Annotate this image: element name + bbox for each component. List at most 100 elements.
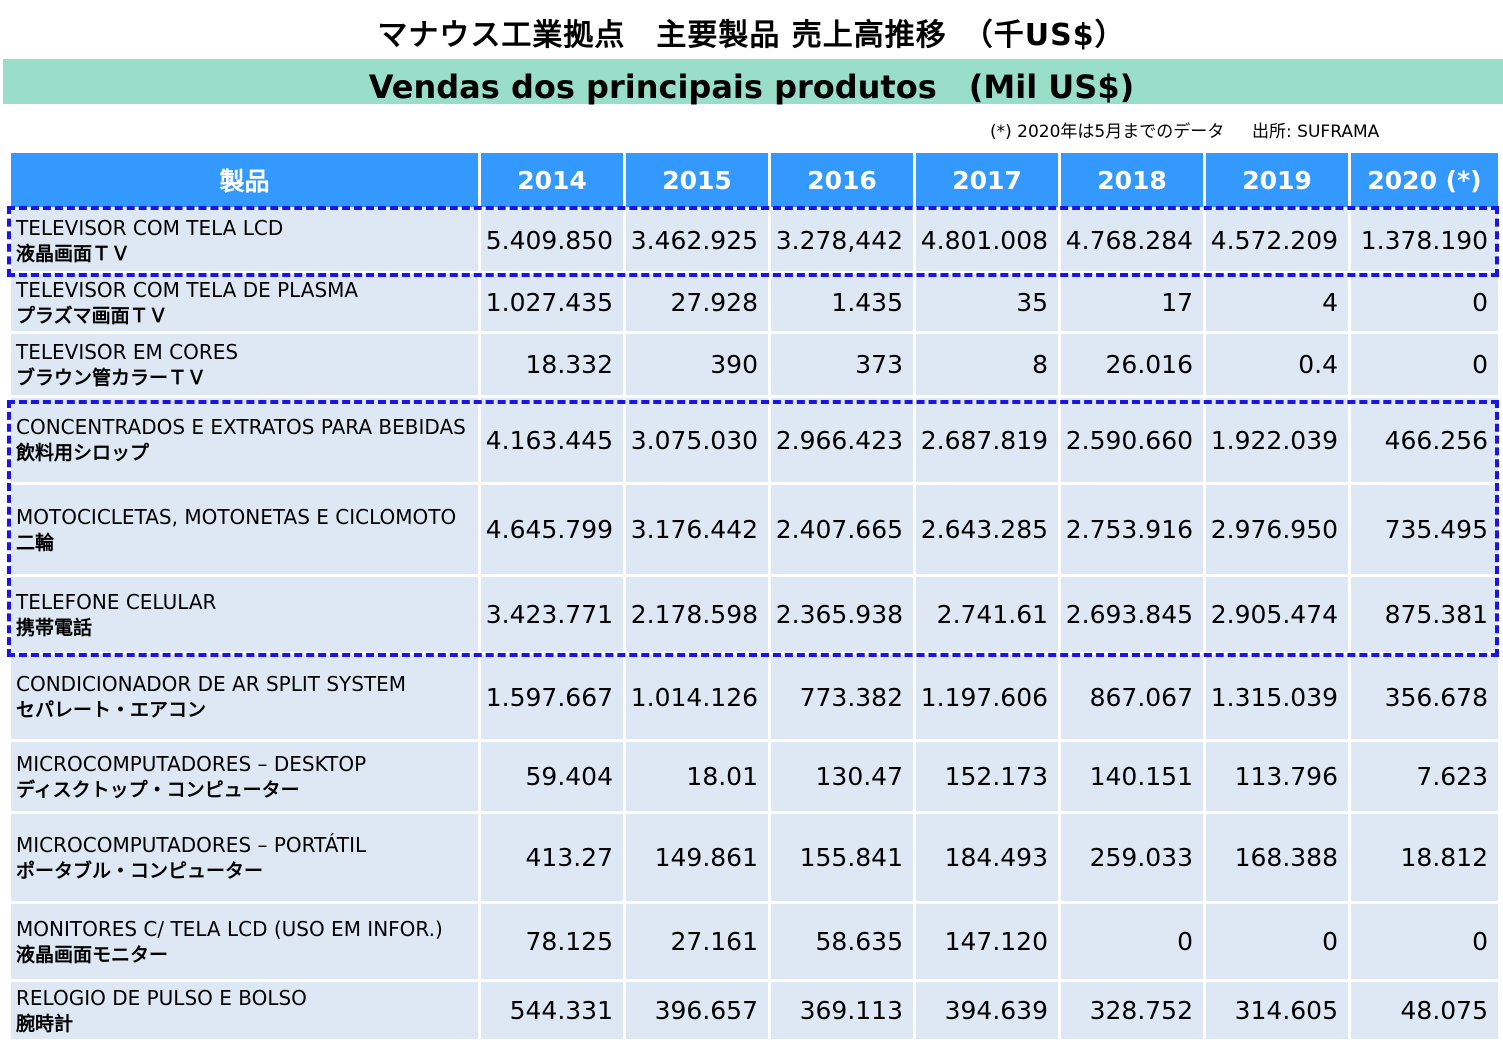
product-cell: MICROCOMPUTADORES – PORTÁTIL ポータブル・コンピュー… — [8, 811, 481, 904]
table-row: CONDICIONADOR DE AR SPLIT SYSTEM セパレート・エ… — [8, 652, 1501, 742]
product-name-jp: 携帯電話 — [16, 616, 93, 639]
value-cell: 0.4 — [1203, 331, 1351, 398]
table-row: MICROCOMPUTADORES – DESKTOP ディスクトップ・コンピュ… — [8, 739, 1501, 814]
product-name-jp: 飲料用シロップ — [16, 442, 150, 464]
sales-table: 製品 2014 2015 2016 2017 2018 2019 2020 (*… — [8, 150, 1501, 1042]
product-name-pt: CONDICIONADOR DE AR SPLIT SYSTEM — [16, 672, 407, 696]
product-name-jp: プラズマ画面ＴＶ — [16, 304, 168, 327]
table-row: MONITORES C/ TELA LCD (USO EM INFOR.) 液晶… — [8, 901, 1501, 982]
value-cell: 2.178.598 — [623, 574, 771, 655]
highlight-box-key-products — [7, 400, 1499, 657]
value-cell: 27.161 — [623, 901, 771, 982]
value-cell: 5.409.850 — [478, 207, 626, 274]
value-cell: 27.928 — [623, 271, 771, 334]
value-cell: 373 — [768, 331, 916, 398]
value-cell: 735.495 — [1348, 482, 1501, 577]
table-row: TELEVISOR EM CORES ブラウン管カラーＴＶ 18.332 390… — [8, 331, 1501, 398]
value-cell: 466.256 — [1348, 395, 1501, 485]
value-cell: 18.01 — [623, 739, 771, 814]
value-cell: 0 — [1203, 901, 1351, 982]
product-cell: RELOGIO DE PULSO E BOLSO 腕時計 — [8, 979, 481, 1042]
value-cell: 2.693.845 — [1058, 574, 1206, 655]
product-name-pt: MICROCOMPUTADORES – DESKTOP — [16, 751, 367, 776]
value-cell: 3.278,442 — [768, 207, 916, 274]
value-cell: 7.623 — [1348, 739, 1501, 814]
value-cell: 152.173 — [913, 739, 1061, 814]
value-cell: 4.163.445 — [478, 395, 626, 485]
value-cell: 147.120 — [913, 901, 1061, 982]
value-cell: 1.014.126 — [623, 652, 771, 742]
value-cell: 314.605 — [1203, 979, 1351, 1042]
table-row: RELOGIO DE PULSO E BOLSO 腕時計 544.331 396… — [8, 979, 1501, 1042]
value-cell: 390 — [623, 331, 771, 398]
value-cell: 0 — [1348, 331, 1501, 398]
value-cell: 875.381 — [1348, 574, 1501, 655]
product-name-jp: ディスクトップ・コンピューター — [16, 778, 300, 801]
value-cell: 396.657 — [623, 979, 771, 1042]
product-cell: MICROCOMPUTADORES – DESKTOP ディスクトップ・コンピュ… — [8, 739, 481, 814]
value-cell: 394.639 — [913, 979, 1061, 1042]
value-cell: 2.966.423 — [768, 395, 916, 485]
product-name-jp: セパレート・エアコン — [16, 699, 207, 721]
table-row: MICROCOMPUTADORES – PORTÁTIL ポータブル・コンピュー… — [8, 811, 1501, 904]
product-name-pt: MONITORES C/ TELA LCD (USO EM INFOR.) — [16, 916, 443, 941]
value-cell: 1.597.667 — [478, 652, 626, 742]
value-cell: 2.741.61 — [913, 574, 1061, 655]
product-name-pt: MICROCOMPUTADORES – PORTÁTIL — [16, 832, 367, 857]
product-name-pt: TELEVISOR COM TELA LCD — [16, 215, 284, 240]
value-cell: 35 — [913, 271, 1061, 334]
value-cell: 140.151 — [1058, 739, 1206, 814]
value-cell: 0 — [1348, 901, 1501, 982]
product-name-pt: TELEFONE CELULAR — [16, 589, 217, 614]
product-name-jp: ブラウン管カラーＴＶ — [16, 366, 207, 389]
source-note: (*) 2020年は5月までのデータ 出所: SUFRAMA — [990, 122, 1380, 142]
table-row: CONCENTRADOS E EXTRATOS PARA BEBIDAS 飲料用… — [8, 395, 1501, 485]
value-cell: 2.976.950 — [1203, 482, 1351, 577]
value-cell: 4.572.209 — [1203, 207, 1351, 274]
value-cell: 59.404 — [478, 739, 626, 814]
value-cell: 4.645.799 — [478, 482, 626, 577]
table-row: TELEVISOR COM TELA DE PLASMA プラズマ画面ＴＶ 1.… — [8, 271, 1501, 334]
table-row: MOTOCICLETAS, MOTONETAS E CICLOMOTO 二輪 4… — [8, 482, 1501, 577]
title-portuguese: Vendas dos principais produtos (Mil US$) — [368, 68, 1135, 106]
value-cell: 3.462.925 — [623, 207, 771, 274]
table-row: TELEVISOR COM TELA LCD 液晶画面ＴＶ 5.409.850 … — [8, 207, 1501, 274]
value-cell: 18.332 — [478, 331, 626, 398]
value-cell: 369.113 — [768, 979, 916, 1042]
product-name-pt: CONCENTRADOS E EXTRATOS PARA BEBIDAS — [16, 415, 466, 439]
header-year: 2015 — [623, 150, 771, 210]
value-cell: 26.016 — [1058, 331, 1206, 398]
product-name-jp: 液晶画面モニター — [16, 943, 169, 966]
value-cell: 184.493 — [913, 811, 1061, 904]
product-cell: TELEFONE CELULAR 携帯電話 — [8, 574, 481, 655]
value-cell: 149.861 — [623, 811, 771, 904]
product-name-pt: TELEVISOR COM TELA DE PLASMA — [16, 277, 359, 302]
value-cell: 3.176.442 — [623, 482, 771, 577]
product-name-jp: ポータブル・コンピューター — [16, 859, 264, 882]
value-cell: 78.125 — [478, 901, 626, 982]
value-cell: 3.423.771 — [478, 574, 626, 655]
value-cell: 1.435 — [768, 271, 916, 334]
value-cell: 2.365.938 — [768, 574, 916, 655]
product-cell: CONDICIONADOR DE AR SPLIT SYSTEM セパレート・エ… — [8, 652, 481, 742]
value-cell: 48.075 — [1348, 979, 1501, 1042]
value-cell: 1.315.039 — [1203, 652, 1351, 742]
value-cell: 3.075.030 — [623, 395, 771, 485]
header-product: 製品 — [8, 150, 481, 210]
product-cell: TELEVISOR COM TELA DE PLASMA プラズマ画面ＴＶ — [8, 271, 481, 334]
value-cell: 4.801.008 — [913, 207, 1061, 274]
value-cell: 58.635 — [768, 901, 916, 982]
value-cell: 168.388 — [1203, 811, 1351, 904]
product-cell: MONITORES C/ TELA LCD (USO EM INFOR.) 液晶… — [8, 901, 481, 982]
header-row: 製品 2014 2015 2016 2017 2018 2019 2020 (*… — [8, 150, 1501, 210]
value-cell: 1.922.039 — [1203, 395, 1351, 485]
header-year: 2018 — [1058, 150, 1206, 210]
value-cell: 1.197.606 — [913, 652, 1061, 742]
value-cell: 2.643.285 — [913, 482, 1061, 577]
value-cell: 413.27 — [478, 811, 626, 904]
value-cell: 113.796 — [1203, 739, 1351, 814]
value-cell: 2.590.660 — [1058, 395, 1206, 485]
value-cell: 773.382 — [768, 652, 916, 742]
product-name-jp: 二輪 — [16, 531, 55, 554]
header-year: 2016 — [768, 150, 916, 210]
